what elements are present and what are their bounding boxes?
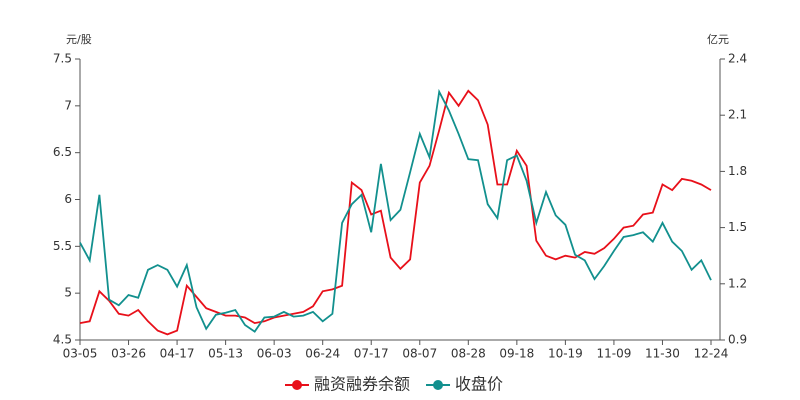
x-tick-label: 08-07 — [402, 347, 437, 361]
legend-marker — [292, 380, 302, 390]
x-tick-label: 04-17 — [160, 347, 195, 361]
x-tick-label: 11-09 — [596, 347, 631, 361]
x-tick-label: 12-24 — [694, 347, 729, 361]
y2-tick-label: 2.4 — [728, 52, 747, 66]
legend-label: 融资融券余额 — [314, 375, 410, 394]
y2-tick-label: 2.1 — [728, 108, 747, 122]
legend-label: 收盘价 — [455, 375, 503, 394]
y-tick-label: 6 — [64, 192, 72, 206]
y-tick-label: 7.5 — [53, 52, 72, 66]
x-tick-label: 06-24 — [305, 347, 340, 361]
y-axis-title: 元/股 — [66, 33, 92, 46]
x-tick-label: 05-13 — [208, 347, 243, 361]
x-tick-label: 09-18 — [499, 347, 534, 361]
y2-tick-label: 1.8 — [728, 164, 747, 178]
y-tick-label: 5.5 — [53, 239, 72, 253]
x-tick-label: 10-19 — [548, 347, 583, 361]
y-tick-label: 7 — [64, 98, 72, 112]
y-tick-label: 5 — [64, 286, 72, 300]
x-tick-label: 08-28 — [451, 347, 486, 361]
x-tick-label: 07-17 — [354, 347, 389, 361]
y2-tick-label: 0.9 — [728, 333, 747, 347]
y2-tick-label: 1.5 — [728, 220, 747, 234]
y-tick-label: 4.5 — [53, 333, 72, 347]
y-tick-label: 6.5 — [53, 145, 72, 159]
y2-axis-title: 亿元 — [707, 33, 729, 46]
y2-tick-label: 1.2 — [728, 276, 747, 290]
x-tick-label: 03-05 — [63, 347, 98, 361]
x-tick-label: 06-03 — [257, 347, 292, 361]
series-line — [79, 89, 712, 336]
x-tick-label: 03-26 — [111, 347, 146, 361]
x-tick-label: 11-30 — [645, 347, 680, 361]
series-line — [79, 88, 712, 333]
legend-marker — [433, 380, 444, 390]
